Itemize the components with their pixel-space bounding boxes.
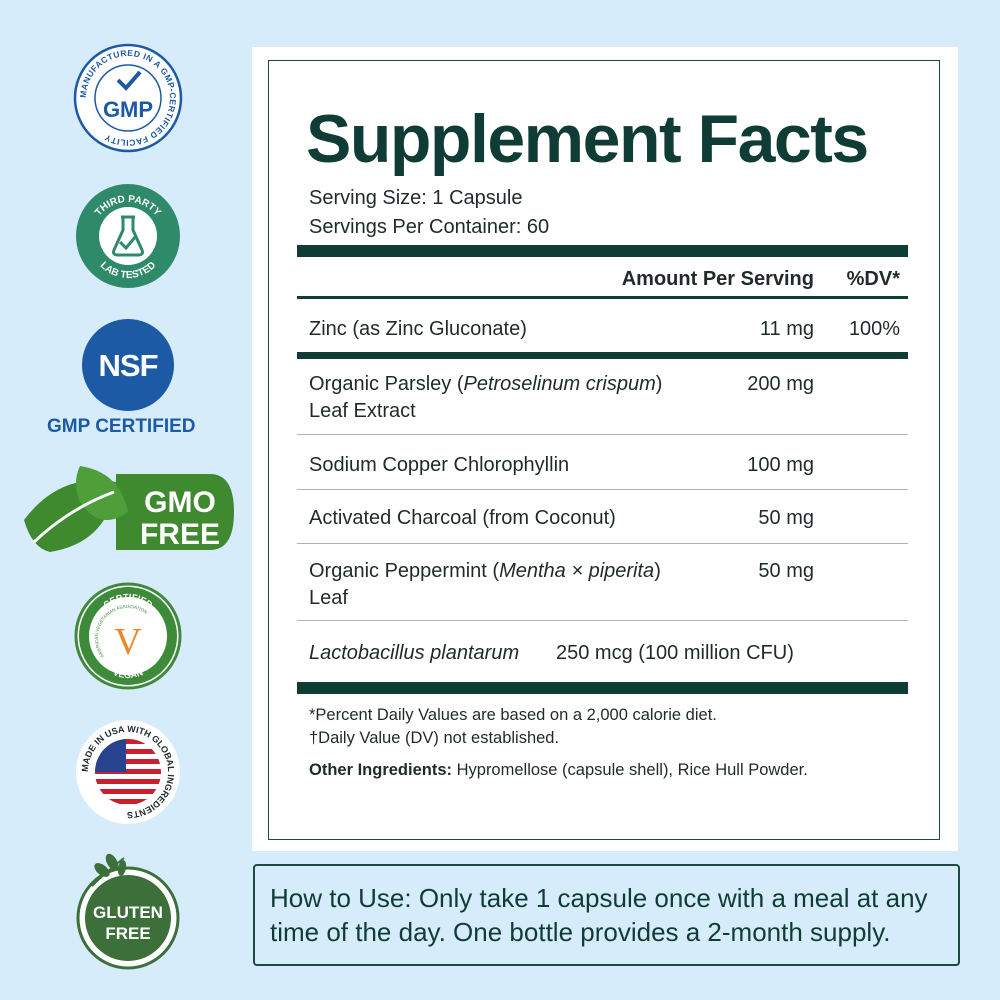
- footnote-dv: *Percent Daily Values are based on a 2,0…: [309, 706, 717, 724]
- gmo-free-badge: GMO FREE: [24, 466, 234, 552]
- serving-size: Serving Size: 1 Capsule: [309, 187, 523, 209]
- facts-frame: [268, 60, 940, 840]
- gluten-line1: GLUTEN: [93, 903, 163, 922]
- ingredient-name-line2: Leaf Extract: [309, 400, 416, 422]
- made-in-usa-badge: MADE IN USA WITH GLOBAL INGREDIENTS: [76, 720, 180, 824]
- header-amount: Amount Per Serving: [621, 268, 814, 290]
- ingredient-name: Activated Charcoal (from Coconut): [309, 507, 616, 529]
- nsf-label: NSF: [99, 348, 158, 383]
- row-divider: [297, 434, 908, 435]
- gmp-label: GMP: [103, 97, 153, 122]
- gluten-line2: FREE: [105, 924, 150, 943]
- row-divider: [297, 620, 908, 621]
- ingredient-amount: 100 mg: [747, 454, 814, 476]
- ingredient-amount: 250 mcg (100 million CFU): [556, 642, 794, 664]
- ingredient-name: Lactobacillus plantarum: [309, 642, 519, 665]
- row-divider: [297, 543, 908, 544]
- vegan-badge: CERTIFIED VEGAN AMERICAN VEGETARIAN ASSO…: [74, 582, 182, 690]
- footnote-not-established: †Daily Value (DV) not established.: [309, 729, 560, 747]
- ingredient-name: Organic Peppermint (Mentha × piperita): [309, 560, 661, 583]
- thick-divider-top: [297, 245, 908, 257]
- header-divider: [297, 296, 908, 299]
- vegan-letter: V: [114, 621, 142, 663]
- row-divider-thick: [297, 352, 908, 359]
- name-prefix: Organic Peppermint (: [309, 560, 500, 582]
- facts-panel: [252, 47, 958, 851]
- ingredient-name: Organic Parsley (Petroselinum crispum): [309, 373, 662, 396]
- header-dv: %DV*: [846, 268, 900, 290]
- ingredient-name: Zinc (as Zinc Gluconate): [309, 318, 527, 340]
- name-suffix: ): [655, 373, 663, 395]
- servings-per-container: Servings Per Container: 60: [309, 216, 550, 238]
- facts-title: Supplement Facts: [306, 101, 869, 177]
- ingredient-amount: 50 mg: [758, 560, 814, 582]
- ingredient-amount: 50 mg: [758, 507, 814, 529]
- svg-text:VEGAN: VEGAN: [112, 667, 145, 680]
- ingredient-amount: 200 mg: [747, 373, 814, 395]
- other-ingredients-label: Other Ingredients:: [309, 761, 453, 779]
- vegan-bottom-text: VEGAN: [112, 667, 145, 680]
- ingredient-amount: 11 mg: [759, 318, 814, 340]
- other-ingredients: Other Ingredients: Hypromellose (capsule…: [309, 761, 808, 780]
- ingredient-name: Sodium Copper Chlorophyllin: [309, 454, 570, 476]
- row-divider: [297, 489, 908, 490]
- nsf-logo: NSF: [82, 319, 174, 411]
- lab-tested-badge: THIRD PARTY LAB TESTED: [76, 184, 180, 288]
- check-icon: [116, 70, 142, 91]
- gmp-badge: MANUFACTURED IN A GMP-CERTIFIED FACILITY…: [73, 43, 183, 153]
- gmo-line2: FREE: [140, 518, 220, 551]
- name-suffix: ): [654, 560, 661, 582]
- latin-name: Petroselinum crispum: [463, 373, 656, 395]
- ingredient-name-line2: Leaf: [309, 587, 348, 609]
- thick-divider-bottom: [297, 682, 908, 694]
- wheat-icon: [91, 853, 127, 887]
- gmo-line1: GMO: [144, 486, 216, 519]
- flask-icon: [112, 215, 144, 257]
- how-to-use-text: How to Use: Only take 1 capsule once wit…: [270, 883, 928, 947]
- other-ingredients-value: Hypromellose (capsule shell), Rice Hull …: [452, 761, 808, 779]
- latin-name: Mentha × piperita: [499, 560, 655, 582]
- name-prefix: Organic Parsley (: [309, 373, 464, 395]
- latin-name: Lactobacillus plantarum: [309, 642, 520, 664]
- how-to-use-box: [253, 864, 960, 966]
- ingredient-dv: 100%: [848, 318, 900, 340]
- nsf-caption: GMP CERTIFIED: [47, 416, 196, 437]
- gluten-free-badge: GLUTEN FREE: [76, 853, 180, 970]
